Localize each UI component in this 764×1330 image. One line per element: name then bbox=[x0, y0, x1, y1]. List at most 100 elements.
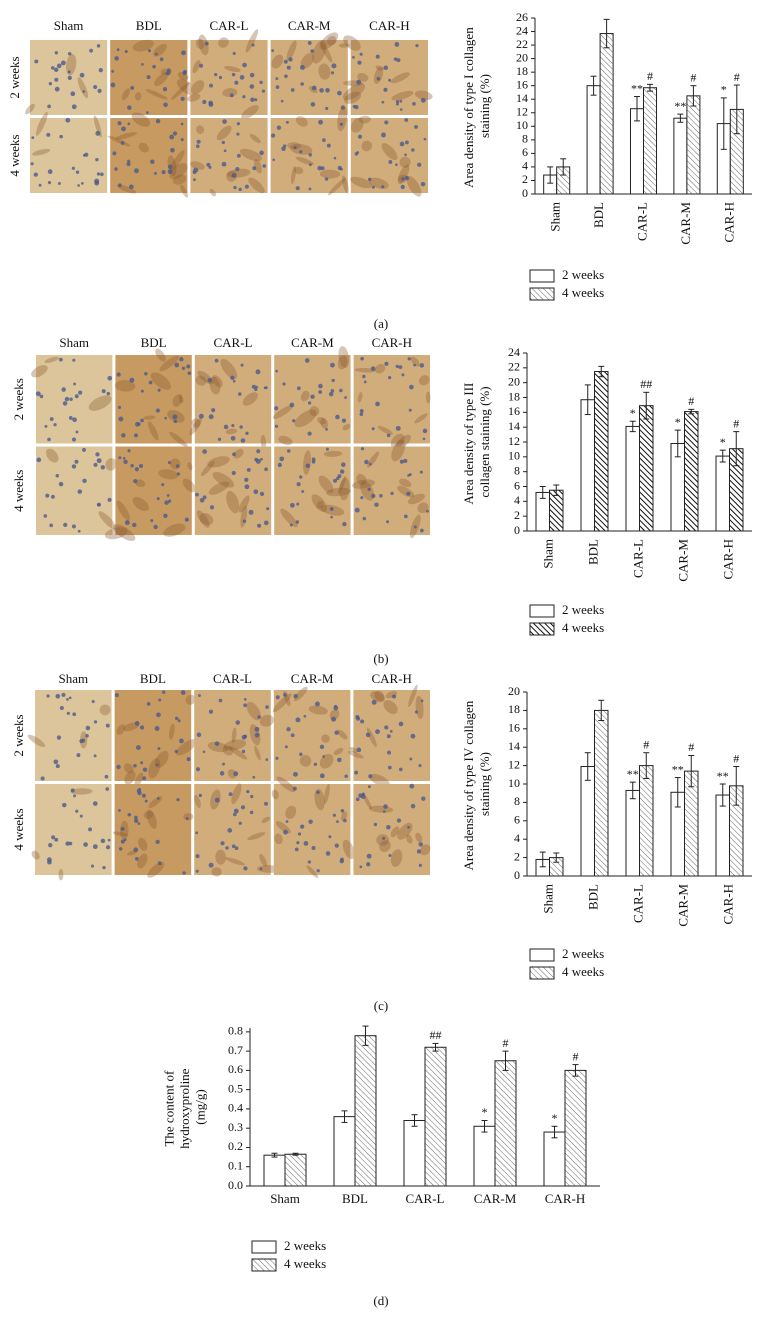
micrograph-stain bbox=[245, 29, 259, 53]
micrograph-nucleus bbox=[53, 67, 59, 73]
micrograph-nucleus bbox=[285, 120, 289, 124]
micrograph-nucleus bbox=[46, 694, 50, 698]
micrograph-nucleus bbox=[384, 120, 389, 125]
micrograph-nucleus bbox=[137, 790, 142, 796]
bar bbox=[403, 1119, 426, 1187]
micrograph-nucleus bbox=[88, 827, 93, 832]
micrograph-nucleus bbox=[283, 693, 287, 697]
micrograph-nucleus bbox=[235, 720, 241, 725]
micrograph-nucleus bbox=[164, 500, 169, 505]
micrograph-nucleus bbox=[307, 431, 312, 436]
row-label: 4 weeks bbox=[11, 808, 26, 850]
bar bbox=[354, 1035, 377, 1187]
micrograph-nucleus bbox=[174, 749, 179, 754]
micrograph-nucleus bbox=[110, 82, 116, 88]
micrograph-nucleus bbox=[208, 709, 214, 714]
micrograph-stain bbox=[227, 769, 237, 779]
micrograph-nucleus bbox=[43, 514, 48, 518]
micrograph-nucleus bbox=[235, 167, 240, 172]
micrograph-stain bbox=[169, 431, 188, 448]
micrograph-stain bbox=[259, 853, 267, 867]
legend-label: 4 weeks bbox=[562, 285, 604, 300]
micrograph-nucleus bbox=[111, 69, 115, 73]
micrograph-nucleus bbox=[157, 861, 162, 866]
micrograph-stain bbox=[390, 433, 405, 450]
micrograph-stain bbox=[32, 148, 51, 156]
micrograph-nucleus bbox=[290, 733, 295, 738]
micrograph-nucleus bbox=[153, 524, 158, 530]
micrograph-nucleus bbox=[127, 105, 132, 110]
x-tick-label: CAR-M bbox=[675, 539, 690, 582]
micrograph-nucleus bbox=[130, 464, 134, 468]
micrograph-stain bbox=[342, 83, 366, 101]
micrograph-nucleus bbox=[303, 841, 309, 846]
micrograph-nucleus bbox=[155, 839, 160, 845]
micrograph-stain bbox=[320, 417, 329, 429]
micrograph-stain bbox=[195, 38, 205, 50]
micrograph-nucleus bbox=[114, 56, 119, 61]
micrograph-nucleus bbox=[139, 464, 144, 469]
micrograph-nucleus bbox=[308, 187, 312, 191]
micrograph-nucleus bbox=[63, 522, 68, 528]
micrograph-nucleus bbox=[395, 99, 400, 104]
micrograph-stain bbox=[185, 694, 196, 705]
micrograph-nucleus bbox=[195, 144, 200, 149]
micrograph-nucleus bbox=[316, 869, 320, 873]
micrograph-nucleus bbox=[177, 719, 181, 723]
micrograph-nucleus bbox=[325, 851, 331, 856]
significance-mark: * bbox=[675, 415, 681, 429]
micrograph-nucleus bbox=[255, 385, 259, 389]
micrograph-nucleus bbox=[342, 521, 347, 527]
micrograph-nucleus bbox=[373, 822, 378, 827]
micrograph-nucleus bbox=[387, 750, 391, 755]
micrograph-stain bbox=[145, 89, 168, 100]
micrograph-nucleus bbox=[361, 792, 365, 796]
significance-mark: # bbox=[734, 70, 740, 84]
micrograph-nucleus bbox=[218, 75, 223, 80]
micrograph-nucleus bbox=[359, 412, 364, 417]
micrograph-nucleus bbox=[296, 482, 301, 487]
micrograph-nucleus bbox=[301, 489, 305, 493]
y-tick-label: 20 bbox=[516, 50, 528, 64]
micrograph-nucleus bbox=[386, 825, 391, 830]
micrograph-nucleus bbox=[71, 437, 77, 442]
micrograph-nucleus bbox=[74, 459, 79, 464]
micrograph-nucleus bbox=[61, 387, 66, 392]
micrograph-nucleus bbox=[214, 741, 220, 746]
micrograph-nucleus bbox=[70, 91, 76, 97]
micrograph-nucleus bbox=[409, 384, 414, 390]
micrograph-nucleus bbox=[275, 695, 280, 700]
micrograph-stain bbox=[420, 844, 431, 856]
micrograph-nucleus bbox=[204, 41, 209, 46]
micrograph-nucleus bbox=[155, 763, 159, 767]
micrograph-stain bbox=[318, 475, 334, 494]
micrograph-stain bbox=[351, 117, 364, 133]
micrograph-nucleus bbox=[367, 785, 371, 789]
micrograph-nucleus bbox=[231, 423, 235, 428]
micrograph-nucleus bbox=[325, 106, 329, 111]
micrograph-stain bbox=[308, 705, 328, 715]
micrograph-nucleus bbox=[30, 162, 34, 166]
micrograph-stain bbox=[123, 763, 134, 774]
bar bbox=[673, 117, 688, 195]
micrograph-nucleus bbox=[121, 433, 126, 438]
micrograph-nucleus bbox=[179, 357, 184, 362]
micrograph-nucleus bbox=[127, 812, 132, 817]
micrograph-stain bbox=[337, 729, 348, 740]
micrograph-nucleus bbox=[117, 121, 122, 126]
micrograph-nucleus bbox=[133, 433, 138, 438]
y-tick-label: 18 bbox=[516, 64, 528, 78]
micrograph-nucleus bbox=[75, 809, 79, 813]
micrograph-nucleus bbox=[289, 523, 293, 527]
micrograph-nucleus bbox=[283, 829, 288, 835]
micrograph-stain bbox=[114, 380, 136, 392]
bar bbox=[599, 33, 614, 195]
micrograph-nucleus bbox=[409, 757, 413, 761]
micrograph-nucleus bbox=[208, 165, 212, 169]
row-label: 2 weeks bbox=[11, 378, 26, 420]
micrograph-nucleus bbox=[376, 76, 381, 81]
micrograph-nucleus bbox=[379, 494, 383, 498]
bar bbox=[715, 455, 730, 532]
micrograph-stain bbox=[261, 816, 271, 824]
micrograph-nucleus bbox=[324, 177, 329, 181]
